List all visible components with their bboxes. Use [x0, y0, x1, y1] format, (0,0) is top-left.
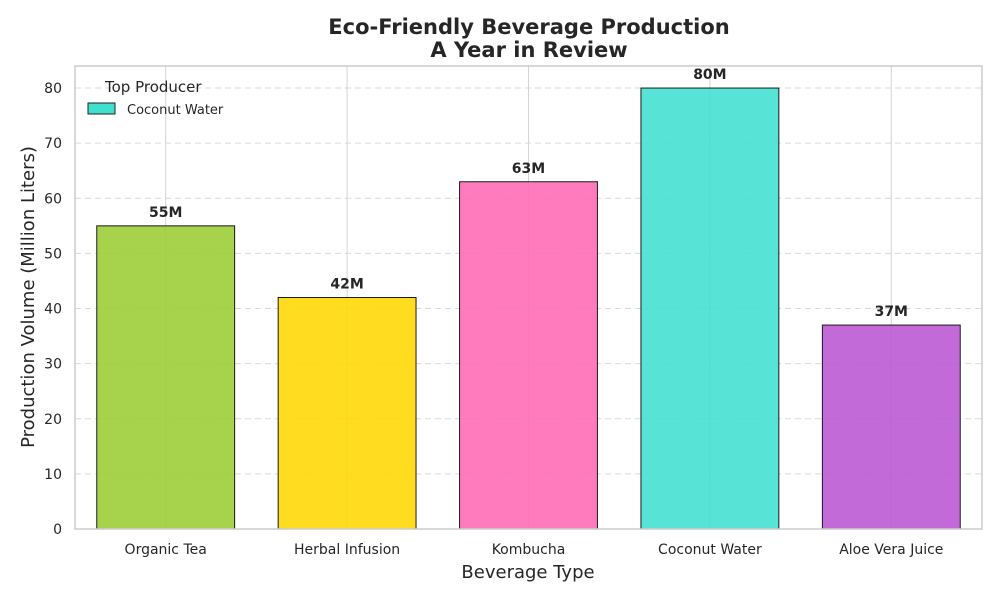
bar: [821, 324, 961, 530]
legend-title: Top Producer: [104, 78, 202, 96]
x-tick-label: Herbal Infusion: [294, 542, 400, 558]
ticks-layer: 0 10 20 30 40 50 60 70 80 Organic Tea Herbal Infus…: [44, 81, 943, 558]
y-tick-label: 10: [44, 467, 62, 483]
y-tick-label: 70: [44, 136, 62, 152]
x-tick-label: Coconut Water: [658, 542, 762, 558]
y-tick-label: 60: [44, 191, 62, 207]
legend-entry-label: Coconut Water: [127, 103, 224, 118]
data-labels-layer: 55M 42M 63M 80M 37M: [149, 67, 908, 320]
legend: Top Producer Coconut Water: [87, 78, 224, 118]
bar: [96, 225, 236, 530]
bars-layer: [96, 87, 961, 530]
plot-frame: [74, 65, 983, 530]
bar-value-label: 55M: [149, 205, 182, 221]
y-tick-label: 50: [44, 246, 62, 262]
legend-swatch: [87, 102, 116, 115]
x-tick-label: Kombucha: [492, 542, 566, 558]
bar: [277, 297, 417, 530]
bar-value-label: 80M: [693, 67, 726, 83]
x-axis-label: Beverage Type: [461, 562, 594, 583]
x-tick-label: Aloe Vera Juice: [839, 542, 943, 558]
y-tick-label: 20: [44, 412, 62, 428]
y-tick-label: 40: [44, 302, 62, 318]
bar-value-label: 42M: [330, 277, 363, 293]
y-tick-label: 0: [53, 522, 62, 538]
bar: [459, 181, 598, 530]
bar-value-label: 63M: [512, 161, 545, 177]
chart-title-line1: Eco-Friendly Beverage Production: [328, 15, 729, 39]
y-tick-label: 30: [44, 357, 62, 373]
y-tick-label: 80: [44, 81, 62, 97]
bar: [640, 87, 780, 530]
bar-value-label: 37M: [875, 304, 908, 320]
chart-title-line2: A Year in Review: [430, 38, 627, 62]
x-tick-label: Organic Tea: [125, 542, 207, 558]
y-axis-label: Production Volume (Million Liters): [18, 146, 39, 448]
